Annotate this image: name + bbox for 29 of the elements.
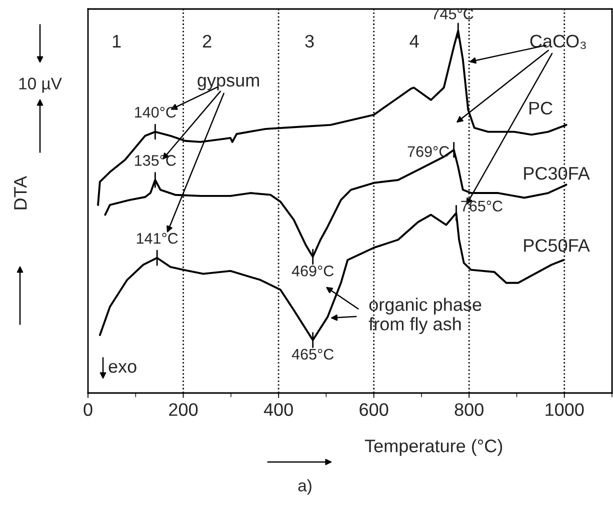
x-tick-label: 400 [264,403,293,416]
annotation: 745°C [432,8,474,20]
annotation: 3 [305,34,314,48]
annotation: 2 [202,34,212,48]
y-axis-title: DTA [14,176,27,210]
series-label: PC [529,102,552,115]
annotation: 769°C [408,146,450,157]
annotation: 765°C [461,200,502,212]
annotation: gypsum [198,76,259,90]
annotation: 140°C [135,106,176,118]
series-label: PC50FA [524,239,590,252]
series-label: PC30FA [524,166,590,180]
annotation: 465°C [292,348,334,360]
text: 10 µV [19,78,62,93]
annotation: exo [108,362,136,373]
text: a) [298,479,312,495]
annotation: 469°C [292,266,334,276]
annotation: 1 [112,35,121,48]
annotation: 4 [410,35,419,48]
annotation: organic phase from fly ash [368,298,482,334]
x-axis-title: Temperature (°C) [364,439,502,456]
annotation: CaCO₃ [530,34,586,49]
x-tick-label: 200 [169,403,198,416]
x-tick-label: 0 [84,403,92,416]
annotation: 135°C [135,155,176,166]
x-tick-label: 600 [360,403,388,416]
annotation: 141°C [136,232,178,244]
x-tick-label: 800 [454,403,484,416]
x-tick-label: 1000 [546,403,584,416]
